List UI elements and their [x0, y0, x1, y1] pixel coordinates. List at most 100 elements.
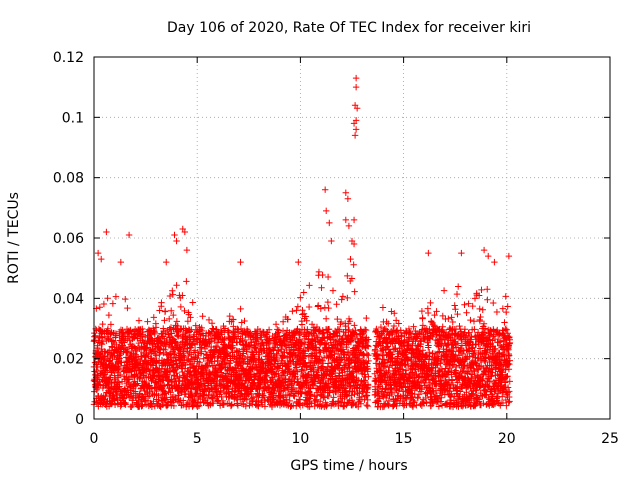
- data-point: [321, 334, 328, 342]
- data-point: [444, 381, 452, 388]
- data-point: [182, 341, 190, 349]
- data-point: [272, 321, 280, 328]
- data-point: [173, 369, 180, 377]
- data-point: [375, 400, 382, 407]
- data-point: [191, 341, 199, 348]
- data-point: [134, 380, 141, 387]
- data-point: [319, 376, 326, 383]
- data-point: [424, 339, 431, 346]
- data-point: [351, 288, 358, 295]
- data-point: [116, 371, 124, 379]
- data-point: [96, 304, 104, 311]
- data-point: [398, 383, 406, 391]
- data-point: [348, 357, 355, 364]
- data-point: [159, 383, 167, 390]
- data-point: [473, 361, 480, 369]
- data-point: [493, 308, 501, 316]
- data-point: [444, 354, 451, 361]
- data-point: [291, 393, 298, 400]
- data-point: [448, 314, 455, 321]
- data-point: [506, 398, 513, 405]
- data-point: [265, 385, 272, 392]
- data-point: [355, 376, 362, 384]
- data-point: [452, 306, 459, 313]
- data-point: [383, 394, 390, 402]
- data-point: [192, 391, 200, 398]
- data-point: [221, 356, 229, 364]
- data-point: [324, 360, 332, 367]
- data-point: [506, 357, 513, 364]
- data-point: [274, 326, 281, 333]
- data-point: [386, 373, 394, 380]
- data-point: [505, 360, 512, 367]
- data-point: [412, 346, 420, 353]
- data-point: [442, 386, 450, 394]
- data-point: [319, 330, 326, 338]
- data-point: [124, 304, 131, 312]
- data-point: [293, 307, 300, 314]
- data-point: [294, 303, 302, 310]
- data-point: [212, 366, 219, 373]
- data-point: [471, 295, 479, 302]
- data-point: [307, 392, 315, 399]
- data-point: [489, 369, 496, 376]
- data-point: [250, 351, 257, 358]
- data-point: [92, 332, 99, 340]
- data-point: [477, 382, 484, 389]
- data-point: [471, 326, 478, 333]
- data-point: [461, 363, 468, 370]
- data-point: [294, 375, 301, 383]
- data-point: [408, 387, 416, 394]
- data-point: [326, 219, 333, 227]
- data-point: [427, 299, 434, 307]
- data-point: [454, 379, 461, 386]
- data-point: [266, 338, 274, 346]
- data-point: [189, 299, 196, 306]
- data-point: [374, 328, 381, 335]
- data-point: [328, 237, 335, 245]
- data-point: [504, 384, 512, 391]
- data-point: [166, 292, 174, 300]
- data-point: [461, 326, 469, 333]
- data-point: [499, 399, 507, 407]
- data-point: [418, 385, 426, 393]
- data-point: [170, 311, 177, 319]
- data-point: [303, 317, 310, 324]
- data-point: [484, 296, 491, 303]
- data-point: [300, 347, 307, 354]
- data-point: [345, 326, 353, 334]
- data-point: [498, 393, 506, 400]
- data-point: [492, 345, 499, 352]
- data-point: [171, 231, 178, 239]
- data-point: [463, 382, 470, 389]
- data-point: [315, 268, 323, 276]
- data-point: [478, 350, 486, 357]
- data-point: [452, 384, 460, 391]
- data-point: [181, 342, 188, 349]
- data-point: [378, 345, 386, 352]
- data-point: [109, 338, 117, 345]
- data-point: [320, 375, 327, 382]
- data-point: [348, 392, 355, 399]
- data-point: [449, 361, 456, 368]
- data-point: [481, 325, 489, 332]
- data-point: [220, 401, 228, 408]
- data-point: [180, 345, 188, 353]
- data-point: [321, 186, 329, 193]
- data-point: [503, 373, 510, 381]
- data-point: [392, 317, 400, 324]
- data-point: [187, 314, 194, 321]
- data-point: [255, 402, 262, 410]
- data-point: [379, 304, 387, 311]
- data-point: [182, 361, 189, 369]
- data-point: [461, 301, 468, 308]
- data-point: [351, 322, 358, 329]
- data-point: [446, 364, 454, 372]
- data-point: [269, 366, 276, 373]
- data-point: [195, 393, 203, 401]
- data-point: [229, 344, 236, 351]
- data-point: [451, 302, 458, 309]
- grid-lines: [94, 57, 610, 419]
- data-point: [94, 249, 102, 257]
- data-point: [200, 355, 207, 362]
